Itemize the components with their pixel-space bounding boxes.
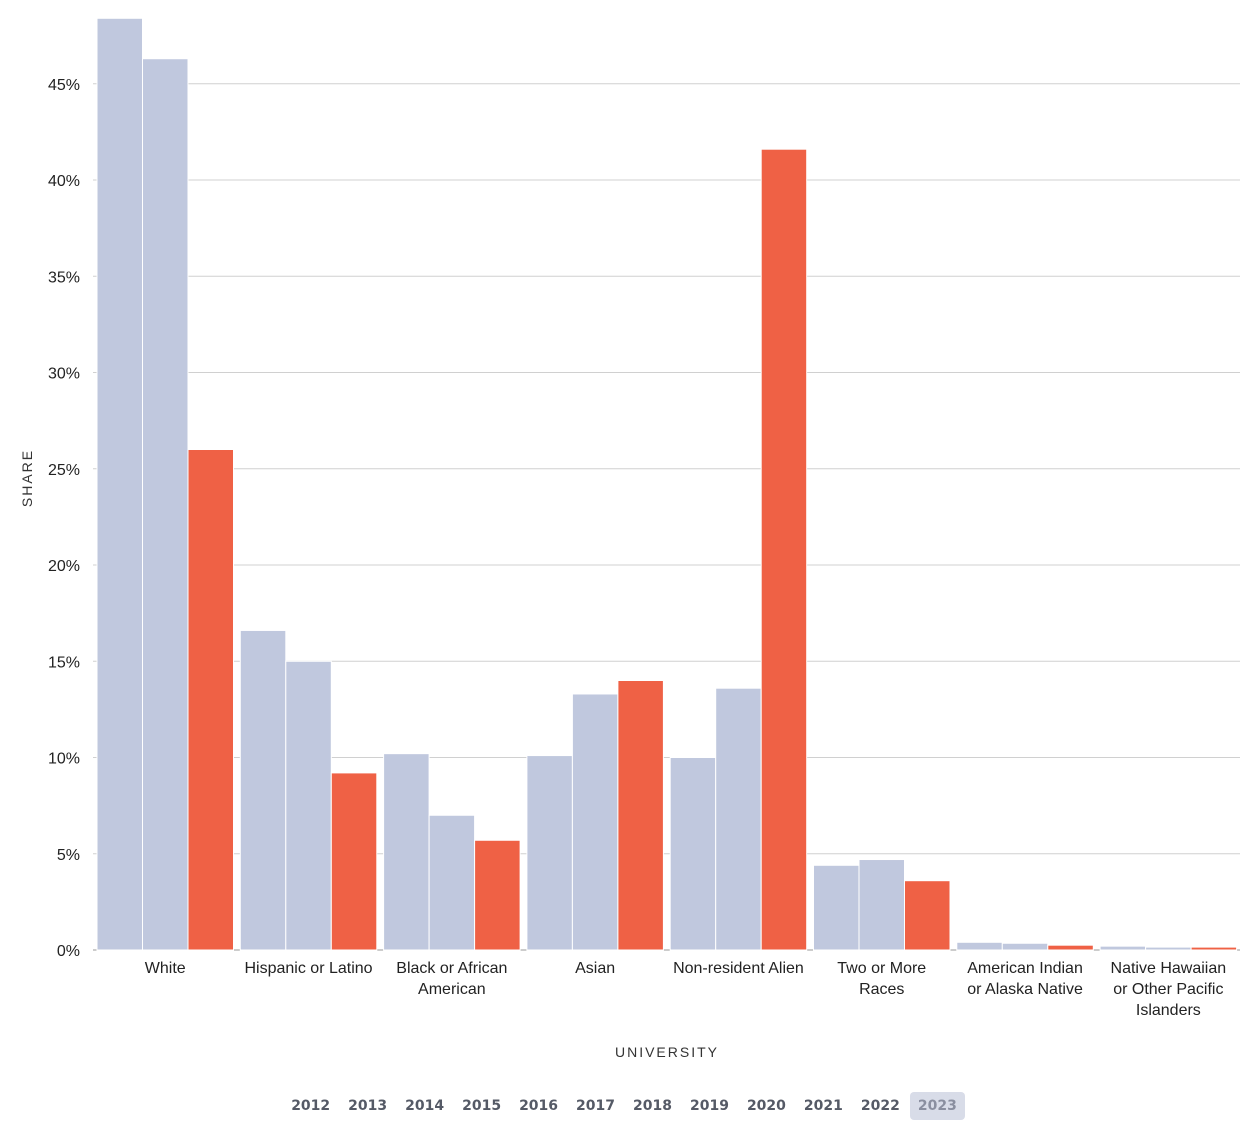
x-axis-ticks: White Hispanic or Latino Black or African A… — [145, 960, 1226, 1019]
bar[interactable] — [669, 757, 717, 951]
year-2016[interactable]: 2016 — [519, 1098, 559, 1114]
x-tick-label: Asian — [575, 960, 615, 977]
year-2021[interactable]: 2021 — [803, 1098, 843, 1114]
y-tick-label: 25% — [48, 462, 80, 479]
year-2015[interactable]: 2015 — [462, 1098, 502, 1114]
y-tick-label: 10% — [48, 751, 80, 768]
bar[interactable] — [715, 687, 762, 951]
year-timeline: 2012 2013 2014 2015 2016 2017 2018 2019 2020 2021… — [0, 1092, 1248, 1120]
x-tick-label: Hispanic or Latino — [245, 960, 373, 977]
y-tick-label: 45% — [48, 77, 80, 94]
y-tick-label: 15% — [48, 654, 80, 671]
y-tick-label: 35% — [48, 269, 80, 286]
bar[interactable] — [428, 814, 476, 951]
year-2018[interactable]: 2018 — [633, 1098, 672, 1114]
year-2017[interactable]: 2017 — [576, 1098, 615, 1114]
bar[interactable] — [1145, 946, 1192, 951]
bar-highlight[interactable] — [1190, 946, 1238, 951]
x-tick-label: Native Hawaiian or Other Pacific Islanders — [1111, 960, 1227, 1019]
year-2012[interactable]: 2012 — [291, 1098, 331, 1114]
bar[interactable] — [1001, 942, 1049, 951]
y-axis-ticks: 0% 5% 10% 15% 20% 25% 30% 35% 40% 45% — [48, 77, 80, 960]
bar-highlight[interactable] — [760, 148, 808, 951]
bar-highlight[interactable] — [474, 839, 521, 951]
y-axis-title: SHARE — [19, 449, 35, 507]
bar[interactable] — [813, 864, 860, 951]
bar-highlight[interactable] — [330, 772, 378, 951]
bar[interactable] — [526, 755, 573, 951]
bar[interactable] — [285, 660, 332, 951]
y-tick-label: 40% — [48, 173, 80, 190]
bar-highlight[interactable] — [904, 880, 951, 951]
year-2014[interactable]: 2014 — [405, 1098, 445, 1114]
bar-highlight[interactable] — [187, 449, 234, 951]
y-tick-label: 0% — [57, 943, 80, 960]
bar[interactable] — [571, 693, 619, 951]
bar[interactable] — [142, 58, 189, 951]
x-tick-label: White — [145, 960, 186, 977]
y-tick-label: 20% — [48, 558, 80, 575]
bar[interactable] — [239, 629, 287, 951]
y-tick-label: 5% — [57, 847, 80, 864]
bars — [96, 17, 1238, 951]
bar-highlight[interactable] — [1047, 944, 1094, 951]
year-2019[interactable]: 2019 — [689, 1098, 729, 1114]
x-tick-label: Black or African American — [396, 960, 507, 998]
year-2023[interactable]: 2023 — [909, 1092, 965, 1120]
bar[interactable] — [96, 17, 143, 951]
bar[interactable] — [858, 859, 905, 951]
year-2022[interactable]: 2022 — [860, 1098, 900, 1114]
year-2013[interactable]: 2013 — [348, 1098, 388, 1114]
x-tick-label: American Indian or Alaska Native — [967, 960, 1083, 998]
x-axis-title: UNIVERSITY — [615, 1044, 719, 1060]
bar[interactable] — [1099, 945, 1147, 951]
y-tick-label: 30% — [48, 366, 80, 383]
year-2020[interactable]: 2020 — [746, 1098, 786, 1114]
x-tick-label: Non-resident Alien — [673, 960, 804, 977]
x-tick-label: Two or More Races — [837, 960, 926, 998]
bar[interactable] — [383, 753, 430, 951]
bar-highlight[interactable] — [617, 680, 664, 951]
bar-chart: 0% 5% 10% 15% 20% 25% 30% 35% 40% 45% White Hispan… — [19, 17, 1240, 1060]
bar[interactable] — [956, 941, 1003, 951]
